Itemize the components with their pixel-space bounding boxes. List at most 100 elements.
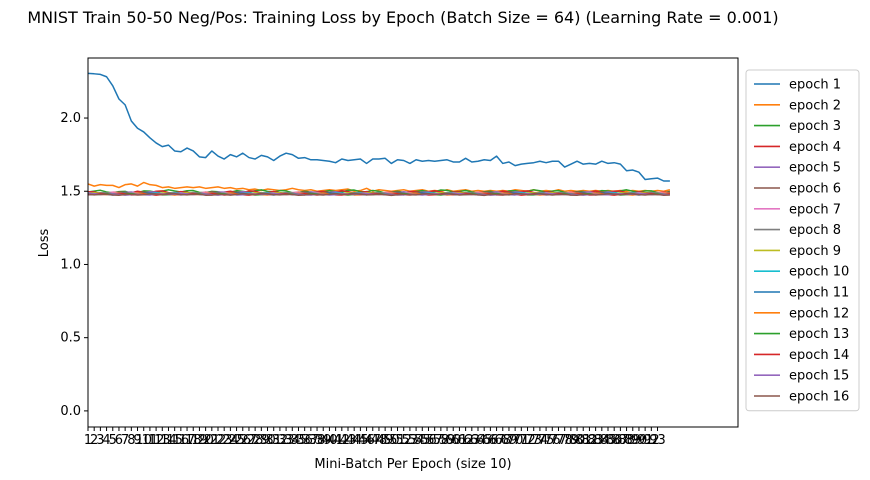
x-tick-label: 66 (482, 433, 499, 448)
x-tick-label: 63 (464, 433, 481, 448)
x-tick-label: 75 (538, 433, 555, 448)
x-tick-label: 86 (606, 433, 623, 448)
y-tick-label: 1.5 (60, 184, 81, 199)
x-tick-label: 26 (234, 433, 251, 448)
y-axis-ticks: 0.0 0.5 1.0 1.5 2.0 (60, 111, 88, 419)
legend-entry: epoch 9 (789, 244, 841, 259)
x-tick-label: 1 (84, 433, 92, 448)
x-tick-label: 33 (278, 433, 295, 448)
x-tick-label: 20 (197, 433, 214, 448)
legend-entry: epoch 5 (789, 161, 841, 176)
x-tick-label: 87 (612, 433, 629, 448)
legend-entry: epoch 4 (789, 140, 841, 155)
x-tick-label: 82 (581, 433, 598, 448)
x-tick-label: 21 (204, 433, 221, 448)
x-tick-label: 71 (513, 433, 530, 448)
legend-entry: epoch 1 (789, 78, 841, 93)
x-tick-label: 17 (179, 433, 196, 448)
x-tick-label: 90 (631, 433, 648, 448)
x-tick-label: 83 (587, 433, 604, 448)
x-tick-label: 79 (563, 433, 580, 448)
x-tick-label: 4 (102, 433, 110, 448)
x-tick-label: 18 (185, 433, 202, 448)
x-tick-label: 56 (420, 433, 437, 448)
x-tick-label: 85 (600, 433, 617, 448)
y-tick-label: 2.0 (60, 111, 81, 126)
x-tick-label: 47 (364, 433, 381, 448)
x-tick-label: 32 (272, 433, 289, 448)
x-tick-label: 49 (377, 433, 394, 448)
x-tick-label: 34 (284, 433, 301, 448)
x-tick-label: 80 (569, 433, 586, 448)
x-tick-label: 73 (525, 433, 542, 448)
legend-entry: epoch 14 (789, 348, 849, 363)
legend-entry: epoch 12 (789, 306, 849, 321)
x-tick-label: 52 (395, 433, 412, 448)
x-tick-label: 35 (290, 433, 307, 448)
x-tick-label: 24 (222, 433, 239, 448)
x-tick-label: 36 (296, 433, 313, 448)
x-tick-label: 89 (624, 433, 641, 448)
x-tick-label: 11 (142, 433, 159, 448)
series-line-epoch-2 (87, 181, 671, 192)
x-tick-label: 23 (216, 433, 233, 448)
x-tick-label: 29 (253, 433, 270, 448)
x-tick-label: 38 (309, 433, 326, 448)
x-tick-label: 10 (135, 433, 152, 448)
x-tick-label: 45 (352, 433, 369, 448)
y-tick-label: 0.0 (60, 404, 81, 419)
x-tick-label: 68 (494, 433, 511, 448)
legend-entry: epoch 11 (789, 286, 849, 301)
x-tick-label: 65 (476, 433, 493, 448)
x-tick-label: 67 (488, 433, 505, 448)
x-tick-label: 9 (133, 433, 141, 448)
x-tick-label: 57 (426, 433, 443, 448)
chart-title: MNIST Train 50-50 Neg/Pos: Training Loss… (27, 8, 778, 27)
x-tick-label: 31 (265, 433, 282, 448)
x-tick-label: 3 (96, 433, 104, 448)
x-tick-label: 46 (358, 433, 375, 448)
x-tick-label: 81 (575, 433, 592, 448)
x-tick-label: 6 (115, 433, 123, 448)
plot-frame (87, 57, 739, 428)
x-tick-label: 13 (154, 433, 171, 448)
y-axis-label: Loss (37, 229, 52, 258)
legend-entry: epoch 6 (789, 182, 841, 197)
x-tick-label: 12 (148, 433, 165, 448)
x-tick-label: 7 (121, 433, 129, 448)
x-tick-label: 74 (532, 433, 549, 448)
legend-entry: epoch 15 (789, 369, 849, 384)
x-tick-label: 37 (303, 433, 320, 448)
x-tick-label: 69 (501, 433, 518, 448)
x-tick-label: 88 (618, 433, 635, 448)
legend-box (745, 69, 860, 412)
x-tick-label: 19 (191, 433, 208, 448)
x-tick-label: 30 (259, 433, 276, 448)
x-tick-label: 39 (315, 433, 332, 448)
series-line-epoch-1 (87, 72, 670, 182)
x-tick-label: 70 (507, 433, 524, 448)
x-tick-label: 91 (637, 433, 654, 448)
x-tick-label: 54 (408, 433, 425, 448)
x-tick-label: 25 (228, 433, 245, 448)
legend-entry: epoch 2 (789, 98, 841, 113)
x-tick-label: 51 (389, 433, 406, 448)
x-tick-label: 43 (340, 433, 357, 448)
x-tick-label: 76 (544, 433, 561, 448)
x-axis-ticks: 1234567891011121314151617181920212223242… (84, 427, 666, 448)
legend-entry: epoch 3 (789, 119, 841, 134)
x-tick-label: 64 (470, 433, 487, 448)
x-tick-label: 62 (457, 433, 474, 448)
x-tick-label: 78 (556, 433, 573, 448)
x-tick-label: 5 (109, 433, 117, 448)
x-tick-label: 44 (346, 433, 363, 448)
x-tick-label: 16 (173, 433, 190, 448)
x-tick-label: 42 (334, 433, 351, 448)
x-tick-label: 41 (327, 433, 344, 448)
x-tick-label: 53 (402, 433, 419, 448)
legend-entry: epoch 7 (789, 202, 841, 217)
legend-entry: epoch 10 (789, 265, 849, 280)
legend-entry: epoch 13 (789, 327, 849, 342)
x-axis-label: Mini-Batch Per Epoch (size 10) (314, 457, 511, 472)
